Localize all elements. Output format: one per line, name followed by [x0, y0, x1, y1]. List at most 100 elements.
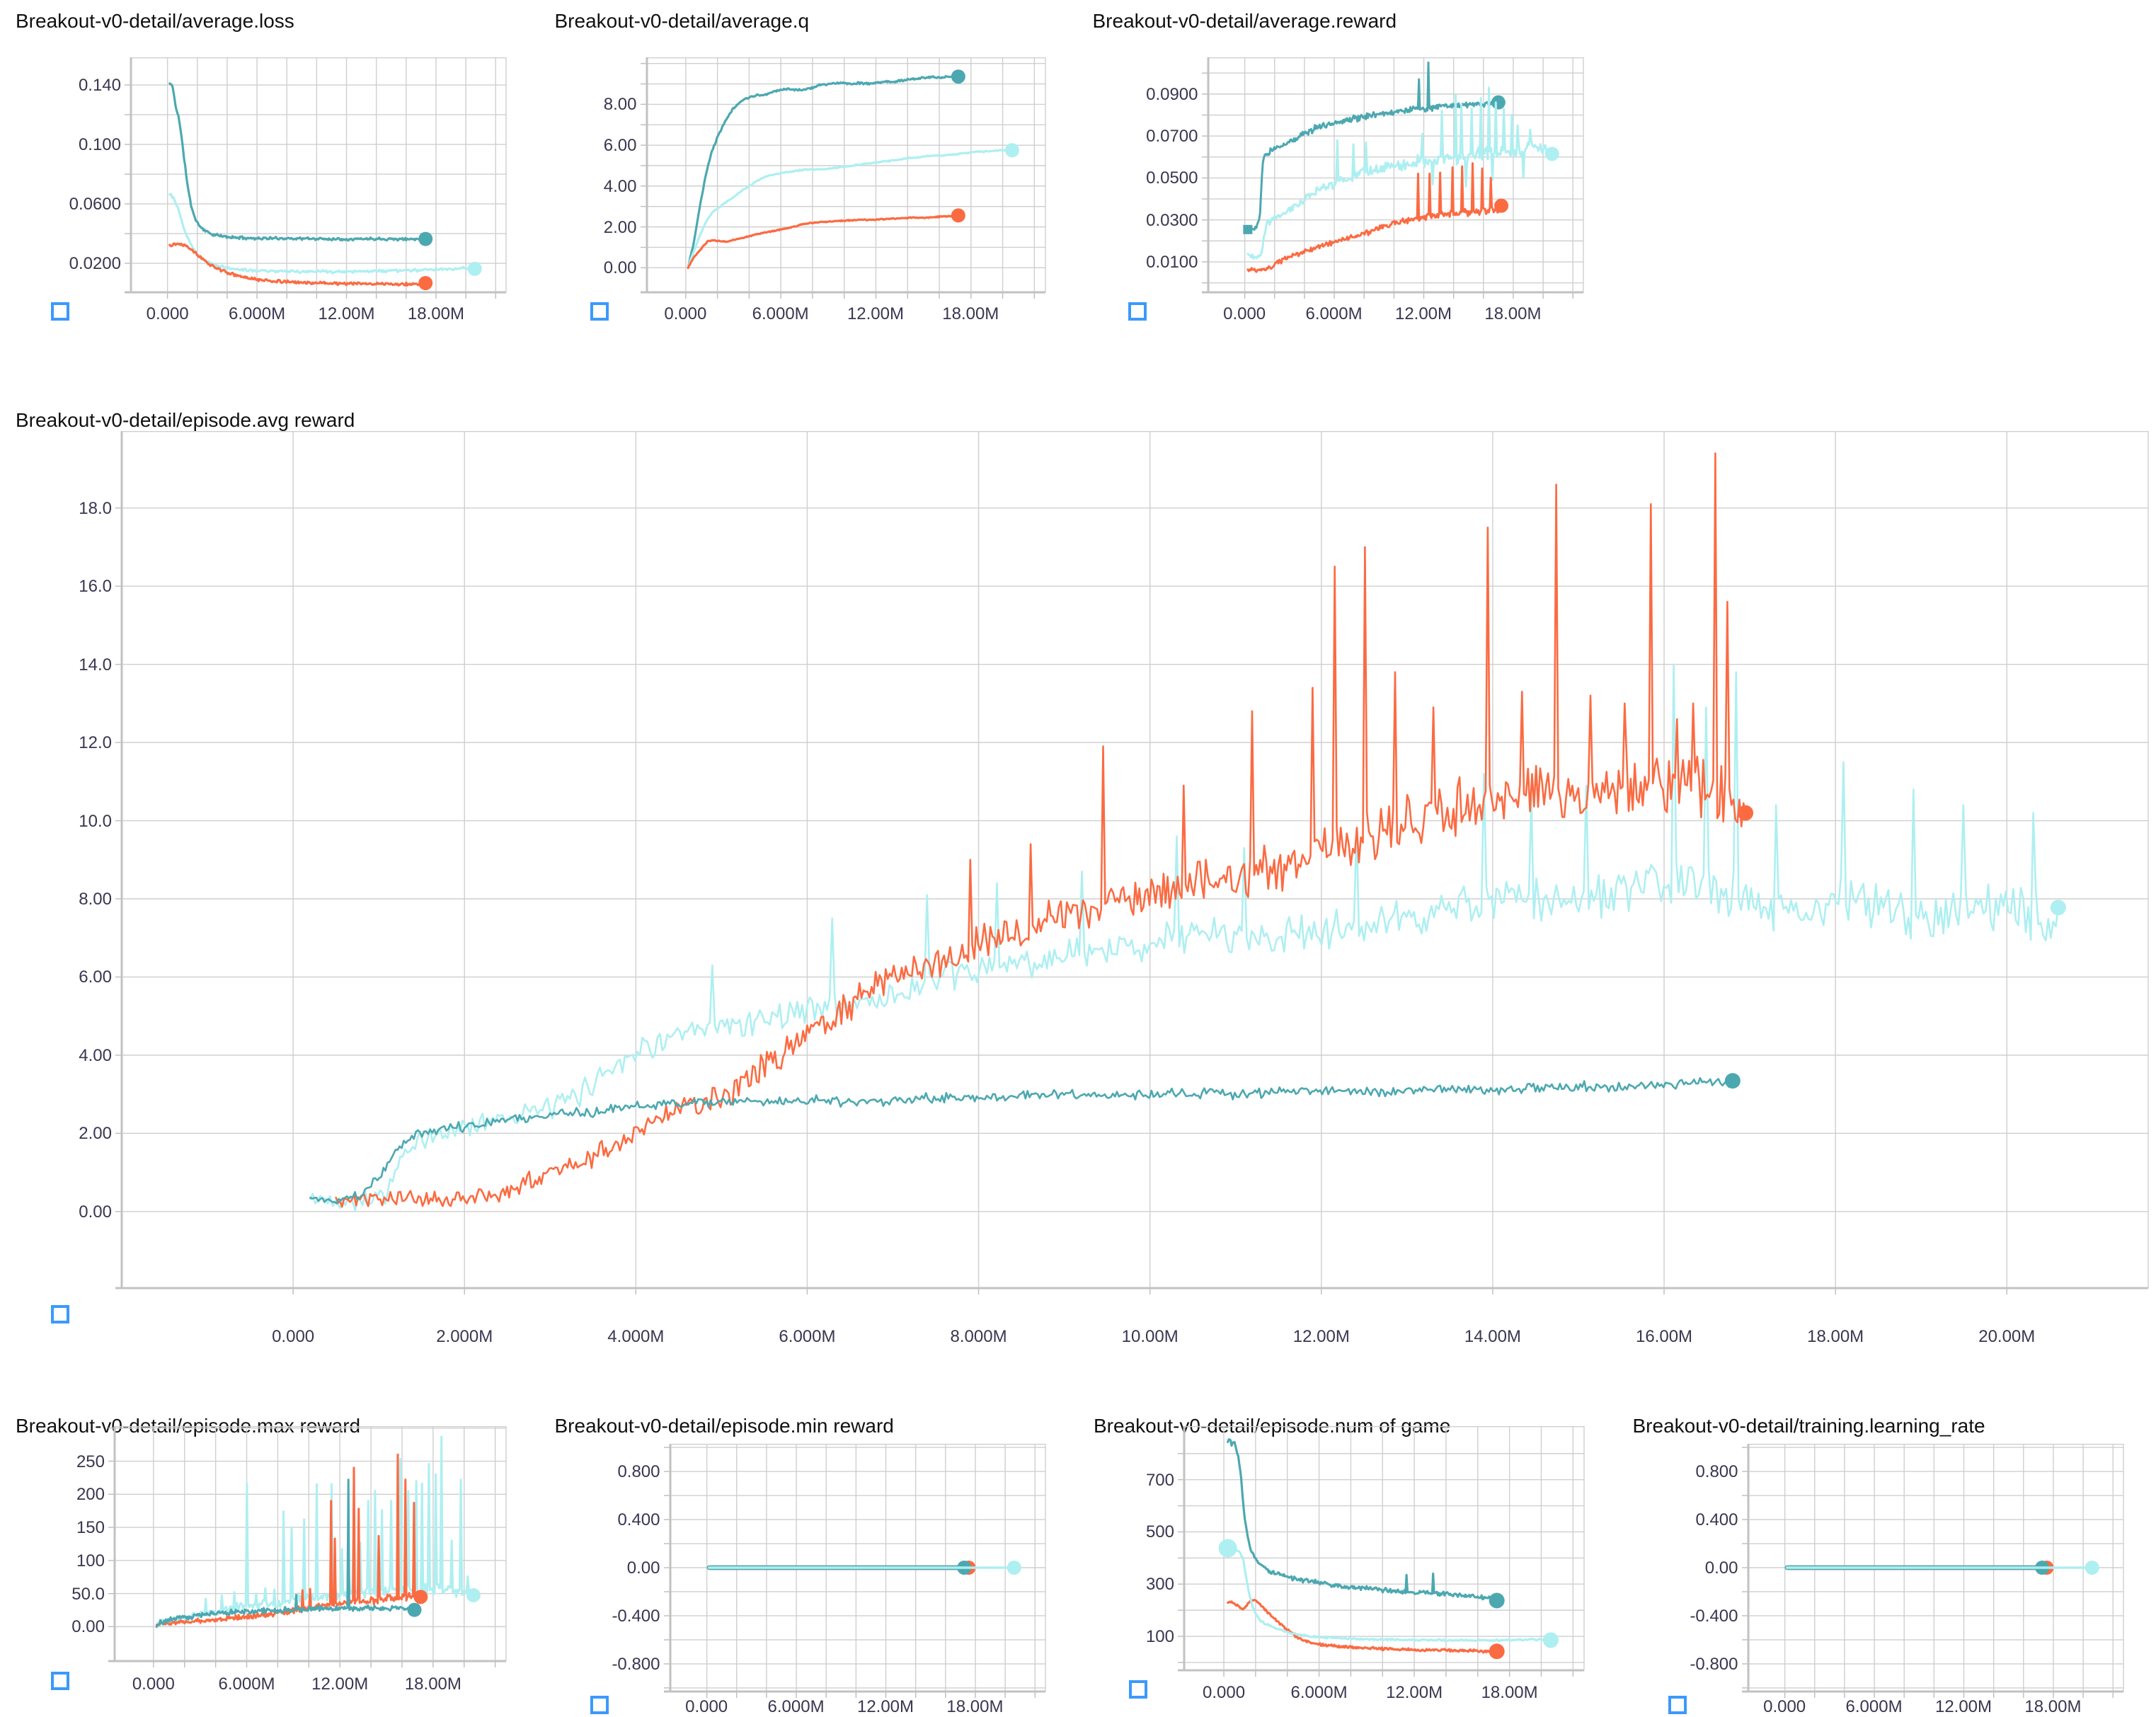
y-tick-label: 0.0500: [1146, 168, 1198, 188]
x-tick-label: 6.000M: [229, 304, 286, 323]
expand-icon-corner: [51, 1305, 61, 1315]
series-teal: [309, 1076, 1734, 1205]
x-tick-label: 12.00M: [1292, 1327, 1350, 1346]
expand-icon-corner: [51, 311, 61, 321]
y-tick-label: 100: [76, 1551, 105, 1570]
y-tick-label: 2.00: [603, 217, 637, 237]
y-tick-label: 18.0: [79, 498, 112, 518]
expand-icon[interactable]: [1129, 1680, 1147, 1699]
expand-icon-corner: [1137, 1689, 1147, 1699]
y-tick-label: -0.400: [1690, 1606, 1738, 1626]
expand-icon-corner: [51, 302, 61, 312]
x-tick-label: 14.00M: [1464, 1327, 1521, 1346]
y-tick-label: 0.00: [71, 1617, 105, 1637]
y-tick-label: 4.00: [79, 1045, 112, 1065]
x-tick-label: 16.00M: [1635, 1327, 1693, 1346]
x-tick-label: 2.000M: [436, 1327, 493, 1346]
expand-icon-corner: [1676, 1704, 1687, 1714]
series-light-cyan: [168, 193, 476, 275]
y-tick-label: 100: [1145, 1627, 1174, 1647]
y-tick-label: 500: [1145, 1522, 1174, 1542]
x-tick-label: 6.000M: [1845, 1697, 1903, 1716]
y-tick-label: 0.00: [626, 1558, 660, 1578]
expand-icon-corner: [59, 1672, 69, 1682]
series-light-cyan: [1246, 86, 1553, 260]
y-tick-label: 14.0: [79, 655, 112, 674]
expand-icon[interactable]: [1668, 1696, 1687, 1714]
y-tick-label: 0.800: [617, 1462, 660, 1482]
expand-icon-corner: [590, 311, 600, 321]
x-tick-label: 6.000M: [752, 304, 809, 323]
chart-title: Breakout-v0-detail/episode.max reward: [16, 1415, 361, 1437]
expand-icon-corner: [1668, 1704, 1678, 1714]
y-tick-label: 50.0: [71, 1584, 105, 1604]
x-tick-label: 10.00M: [1121, 1327, 1179, 1346]
expand-icon-corner: [590, 302, 600, 312]
plot-area[interactable]: [122, 57, 509, 299]
y-tick-label: 2.00: [79, 1124, 112, 1144]
y-tick-label: 10.0: [79, 811, 112, 831]
x-tick-label: 8.000M: [950, 1327, 1007, 1346]
y-tick-label: 4.00: [603, 176, 637, 196]
expand-icon[interactable]: [1128, 302, 1147, 321]
plot-area[interactable]: [1740, 1444, 2126, 1699]
y-tick-label: 200: [76, 1485, 105, 1505]
y-tick-label: 0.00: [603, 258, 637, 278]
x-tick-label: 12.00M: [1386, 1683, 1443, 1702]
expand-icon-corner: [1668, 1696, 1678, 1706]
plot-area[interactable]: [1200, 57, 1586, 299]
x-tick-label: 18.00M: [1807, 1327, 1864, 1346]
series-orange: [687, 214, 959, 270]
series-orange: [335, 452, 1747, 1208]
plot-area[interactable]: [113, 431, 2151, 1295]
x-tick-label: 18.00M: [946, 1697, 1004, 1716]
y-tick-label: 12.0: [79, 733, 112, 753]
x-tick-label: 6.000M: [1290, 1683, 1348, 1702]
plot-area[interactable]: [662, 1444, 1048, 1699]
x-tick-label: 0.000: [664, 304, 707, 323]
x-tick-label: 0.000: [272, 1327, 315, 1346]
series-orange: [1227, 1599, 1498, 1654]
y-tick-label: 0.0700: [1146, 127, 1198, 147]
plot-area[interactable]: [638, 57, 1048, 299]
x-tick-label: 0.000: [132, 1675, 175, 1694]
expand-icon-corner: [59, 1314, 69, 1323]
expand-icon[interactable]: [51, 1305, 69, 1323]
x-tick-label: 18.00M: [1481, 1683, 1538, 1702]
x-tick-label: 0.000: [1203, 1683, 1246, 1702]
x-tick-label: 12.00M: [847, 304, 904, 323]
series-teal: [1227, 1438, 1498, 1602]
plot-area[interactable]: [106, 1426, 509, 1668]
x-tick-label: 12.00M: [856, 1697, 914, 1716]
series-orange: [168, 242, 427, 287]
expand-icon[interactable]: [590, 302, 609, 321]
expand-icon-corner: [1136, 311, 1147, 321]
y-tick-label: 8.00: [79, 889, 112, 909]
expand-icon-corner: [51, 1672, 61, 1682]
expand-icon[interactable]: [51, 1672, 69, 1690]
expand-icon[interactable]: [51, 302, 69, 321]
expand-icon-corner: [1129, 1680, 1139, 1690]
y-tick-label: 700: [1145, 1470, 1174, 1490]
expand-icon-corner: [51, 1680, 61, 1690]
x-tick-label: 6.000M: [218, 1675, 275, 1694]
series-teal: [168, 82, 427, 242]
series-orange: [1246, 162, 1503, 273]
series-light-cyan: [1227, 1546, 1552, 1643]
y-tick-label: 0.0900: [1146, 84, 1198, 104]
expand-icon-corner: [1128, 302, 1138, 312]
chart-title: Breakout-v0-detail/episode.min reward: [554, 1415, 894, 1437]
chart-title: Breakout-v0-detail/average.q: [554, 10, 810, 32]
expand-icon[interactable]: [590, 1696, 609, 1714]
plot-area[interactable]: [1176, 1426, 1587, 1677]
series-light-cyan: [309, 663, 2060, 1212]
series-orange: [155, 1453, 422, 1626]
y-tick-label: -0.800: [1690, 1654, 1738, 1674]
expand-icon-corner: [1136, 302, 1147, 312]
x-tick-label: 0.000: [685, 1697, 728, 1716]
expand-icon-corner: [598, 302, 609, 312]
x-tick-label: 12.00M: [1394, 304, 1452, 323]
x-tick-label: 18.00M: [942, 304, 999, 323]
